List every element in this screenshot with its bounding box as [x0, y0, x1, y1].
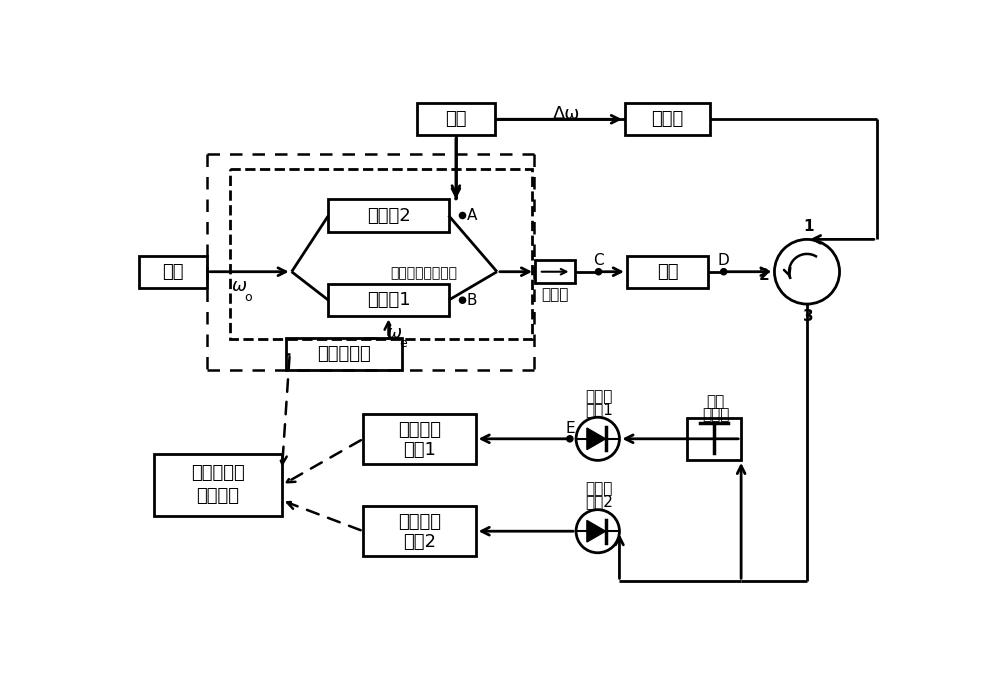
Text: 调制器1: 调制器1 [367, 291, 410, 309]
Text: 幅相提取: 幅相提取 [398, 513, 441, 531]
Text: 待测: 待测 [706, 394, 725, 409]
Bar [230, 170, 532, 339]
Text: 2: 2 [758, 268, 769, 283]
Bar [535, 260, 575, 283]
Text: 调制器2: 调制器2 [367, 207, 410, 225]
Text: C: C [593, 254, 604, 269]
Circle shape [459, 213, 466, 219]
Text: 双平行光电调制器: 双平行光电调制器 [390, 267, 457, 280]
Text: 光纤: 光纤 [657, 262, 678, 281]
Text: 幅相提取: 幅相提取 [398, 421, 441, 439]
Text: 测器1: 测器1 [585, 402, 613, 417]
Text: 放大器: 放大器 [651, 110, 684, 129]
Text: 隔离器: 隔离器 [541, 287, 569, 302]
Text: Δω: Δω [553, 105, 580, 123]
Text: 模块2: 模块2 [403, 533, 436, 551]
Text: e: e [399, 337, 407, 350]
Text: 3: 3 [803, 310, 814, 324]
Text: A: A [467, 208, 477, 223]
Bar [363, 414, 476, 464]
Text: 处理模块: 处理模块 [196, 487, 240, 505]
Bar [328, 284, 449, 316]
Text: ω: ω [387, 324, 402, 342]
Text: 模块1: 模块1 [403, 441, 436, 458]
Text: 本振: 本振 [445, 110, 467, 129]
Text: 控制及数据: 控制及数据 [191, 464, 245, 482]
Text: 光器件: 光器件 [702, 406, 729, 422]
Circle shape [459, 297, 466, 304]
Bar [417, 103, 495, 135]
Polygon shape [587, 428, 606, 450]
Text: o: o [244, 291, 252, 304]
Bar [687, 418, 741, 460]
Bar [139, 256, 207, 288]
Text: 光源: 光源 [162, 262, 184, 281]
Bar [363, 506, 476, 557]
Bar [625, 103, 710, 135]
Circle shape [567, 435, 573, 442]
Text: 测器2: 测器2 [585, 495, 613, 509]
Text: 1: 1 [803, 219, 814, 234]
Circle shape [595, 269, 602, 275]
Bar [627, 256, 708, 288]
Circle shape [721, 269, 727, 275]
Polygon shape [587, 520, 606, 542]
Text: E: E [565, 421, 575, 435]
Text: ω: ω [232, 277, 247, 295]
Text: 扫频微波源: 扫频微波源 [317, 345, 371, 363]
Bar [154, 454, 282, 516]
Text: 光电探: 光电探 [586, 481, 613, 497]
Bar [328, 199, 449, 232]
Text: 光电探: 光电探 [586, 389, 613, 404]
Bar [286, 338, 402, 370]
Text: B: B [467, 293, 477, 308]
Text: D: D [718, 254, 730, 269]
